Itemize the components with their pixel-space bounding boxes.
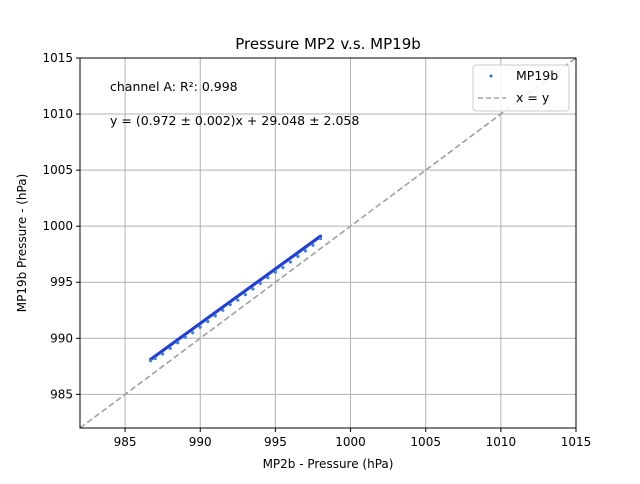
scatter-band — [149, 234, 323, 361]
y-tick-label: 995 — [50, 275, 73, 289]
scatter-point — [258, 281, 262, 285]
scatter-point — [168, 346, 172, 350]
scatter-point — [281, 266, 285, 270]
x-tick-label: 1000 — [335, 435, 366, 449]
scatter-point — [236, 298, 240, 302]
x-axis-ticks: 985 990 995 1000 1005 1010 1015 — [114, 428, 592, 449]
y-tick-label: 985 — [50, 387, 73, 401]
scatter-point — [266, 276, 270, 280]
y-axis-ticks: 985 990 995 1000 1005 1010 1015 — [42, 51, 80, 401]
scatter-point — [191, 331, 195, 335]
scatter-point — [296, 254, 300, 259]
data-points — [149, 234, 323, 363]
scatter-point — [149, 359, 153, 363]
x-tick-label: 1015 — [561, 435, 592, 449]
scatter-point — [213, 314, 217, 318]
scatter-point — [206, 319, 210, 324]
y-axis-label: MP19b Pressure - (hPa) — [15, 174, 29, 313]
x-tick-label: 985 — [114, 435, 137, 449]
plot-area-frame — [79, 57, 577, 429]
annotation-r-squared: channel A: R²: 0.998 — [110, 79, 238, 94]
scatter-point — [183, 335, 187, 339]
scatter-point — [273, 270, 277, 274]
identity-line — [79, 57, 577, 429]
annotation-fit-equation: y = (0.972 ± 0.002)x + 29.048 ± 2.058 — [110, 113, 359, 128]
y-tick-label: 990 — [50, 331, 73, 345]
y-tick-label: 1005 — [42, 163, 73, 177]
scatter-point — [303, 249, 308, 253]
scatter-point — [153, 356, 157, 361]
scatter-point — [288, 260, 293, 264]
x-tick-label: 1010 — [486, 435, 517, 449]
x-tick-label: 1005 — [410, 435, 441, 449]
scatter-point — [311, 243, 315, 247]
scatter-point — [198, 325, 202, 329]
y-tick-label: 1000 — [42, 219, 73, 233]
scatter-point — [318, 236, 323, 241]
x-axis-label: MP2b - Pressure (hPa) — [263, 457, 394, 471]
x-tick-label: 990 — [189, 435, 212, 449]
y-tick-label: 1015 — [42, 51, 73, 65]
scatter-point — [251, 287, 255, 291]
scatter-point — [243, 292, 247, 297]
scatter-point — [161, 352, 165, 356]
scatter-point — [228, 303, 232, 307]
legend-marker-mp19b — [489, 74, 493, 78]
legend: MP19b x = y — [472, 64, 570, 112]
legend-label-identity: x = y — [516, 90, 550, 105]
legend-label-mp19b: MP19b — [516, 68, 558, 83]
scatter-point — [221, 308, 225, 312]
legend-box — [472, 64, 570, 112]
y-tick-label: 1010 — [42, 107, 73, 121]
x-tick-label: 995 — [264, 435, 287, 449]
scatter-point — [176, 341, 180, 345]
chart-title: Pressure MP2 v.s. MP19b — [235, 35, 421, 53]
identity-line-path — [79, 57, 577, 429]
